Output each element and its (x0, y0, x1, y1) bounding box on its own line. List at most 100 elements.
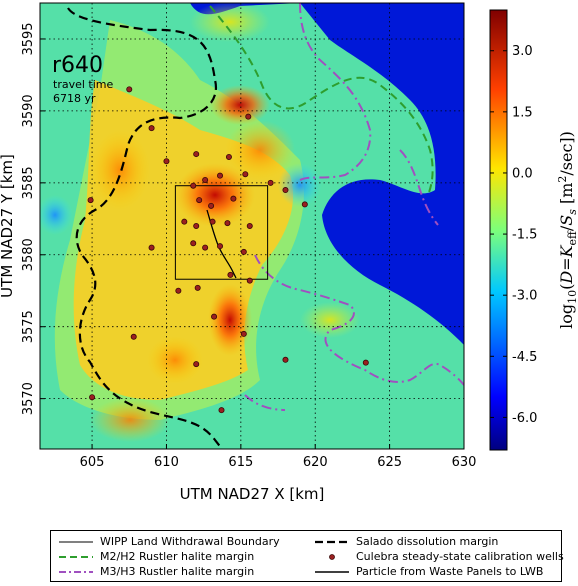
colorbar-tick-label: -6.0 (512, 411, 537, 426)
y-axis-label: UTM NAD27 Y [km] (0, 154, 16, 298)
calibration-well-point (190, 240, 197, 247)
x-axis-label: UTM NAD27 X [km] (180, 485, 325, 503)
hotspot-southwest-edge (90, 398, 170, 442)
calibration-well-point (246, 222, 253, 229)
calibration-well-point (202, 244, 209, 251)
calibration-well-point (217, 243, 224, 250)
wipp-land-withdrawal-boundary (174, 185, 269, 280)
x-tick-label: 615 (228, 455, 253, 470)
hotspot-west (90, 130, 150, 210)
legend-item-m2: M2/H2 Rustler halite margin (59, 550, 254, 563)
calibration-well-point (163, 158, 170, 165)
hotspot-center (175, 163, 255, 227)
calibration-well-point (282, 187, 289, 194)
calibration-well-point (227, 271, 234, 278)
low-spot-east (278, 163, 322, 207)
calibration-well-point (193, 222, 200, 229)
legend-item-m3: M3/H3 Rustler halite margin (59, 565, 254, 578)
calibration-well-point (267, 179, 274, 186)
colorbar-label: log10(D=Keff/Ss [m2/sec]) (556, 131, 578, 329)
panel-label: r640 (52, 53, 103, 78)
colorbar-tick-label: -4.5 (512, 350, 537, 365)
calibration-wells (87, 86, 369, 414)
legend-item-wipp: WIPP Land Withdrawal Boundary (59, 535, 280, 548)
low-spot-west (40, 195, 73, 235)
y-tick-label: 3585 (21, 166, 36, 199)
calibration-well-point (190, 182, 197, 189)
calibration-well-point (225, 153, 232, 160)
y-tick-label: 3575 (21, 310, 36, 343)
calibration-well-point (148, 244, 155, 251)
legend-line-purple-dashdot-icon (59, 570, 93, 573)
calibration-well-point (208, 202, 215, 209)
legend-line-solid-icon (315, 570, 349, 573)
calibration-well-point (224, 220, 231, 227)
calibration-well-point (211, 313, 218, 320)
calibration-well-point (130, 333, 137, 340)
x-tick-label: 605 (80, 455, 105, 470)
legend-label-particle: Particle from Waste Panels to LWB (356, 565, 544, 578)
legend-label-m2: M2/H2 Rustler halite margin (100, 550, 255, 563)
axes-frame (39, 2, 465, 450)
legend-label-m3: M3/H3 Rustler halite margin (100, 565, 255, 578)
colorbar-ticks: -6.0 -4.5 -3.0 -1.5 0.0 1.5 3.0 (490, 44, 537, 426)
x-axis-ticks: 605 610 615 620 625 630 (80, 444, 477, 470)
x-tick-label: 620 (303, 455, 328, 470)
salado-dissolution-margin (67, 7, 223, 449)
gridlines (40, 3, 464, 449)
calibration-well-point (89, 394, 96, 401)
calibration-well-point (126, 86, 133, 93)
patch-north (190, 3, 270, 42)
travel-time-label: travel time (53, 78, 113, 91)
legend-dot-icon (329, 553, 335, 560)
colorbar-tick-label: -3.0 (512, 289, 537, 304)
calibration-well-point (218, 407, 225, 414)
hotspot-southwest (147, 336, 203, 384)
calibration-well-point (240, 330, 247, 337)
x-tick-label: 610 (154, 455, 179, 470)
hotspot-south (208, 284, 252, 356)
legend-line-green-dashed-icon (59, 555, 93, 558)
legend-label-salado: Salado dissolution margin (356, 535, 499, 548)
calibration-well-point (196, 197, 203, 204)
legend-item-salado: Salado dissolution margin (315, 535, 498, 548)
calibration-well-point (282, 356, 289, 363)
calibration-well-point (193, 151, 200, 158)
legend-item-wells: Culebra steady-state calibration wells (315, 550, 564, 563)
m3-rustler-halite-margin (244, 3, 464, 411)
y-axis-ticks: 3570 3575 3580 3585 3590 3595 (21, 22, 45, 415)
calibration-well-point (246, 277, 253, 284)
patch-east (300, 302, 360, 338)
calibration-well-point (301, 201, 308, 208)
calibration-well-point (240, 248, 247, 255)
x-tick-label: 630 (452, 455, 477, 470)
colorbar-tick-label: 1.5 (512, 105, 533, 120)
legend: WIPP Land Withdrawal Boundary Salado dis… (50, 530, 564, 582)
calibration-well-point (175, 287, 182, 294)
legend-line-dashed-icon (315, 540, 349, 543)
hotspot-north (210, 85, 270, 125)
calibration-well-point (87, 197, 94, 204)
calibration-well-point (209, 218, 216, 225)
y-tick-label: 3570 (21, 382, 36, 415)
calibration-well-point (193, 361, 200, 368)
colorbar-tick-label: -1.5 (512, 228, 537, 243)
travel-time-value: 6718 yr (53, 92, 96, 105)
calibration-well-point (242, 171, 249, 178)
colorbar-tick-label: 3.0 (512, 44, 533, 59)
calibration-well-point (194, 284, 201, 291)
legend-label-wipp: WIPP Land Withdrawal Boundary (100, 535, 280, 548)
y-tick-label: 3580 (21, 238, 36, 271)
y-tick-label: 3595 (21, 22, 36, 55)
legend-label-wells: Culebra steady-state calibration wells (356, 550, 564, 563)
calibration-well-point (148, 125, 155, 132)
colorbar-tick-label: 0.0 (512, 166, 533, 181)
calibration-well-point (217, 172, 224, 179)
legend-line-thin-icon (59, 541, 93, 542)
hotspot-northeast (225, 120, 295, 180)
y-tick-label: 3590 (21, 94, 36, 127)
colorbar (489, 9, 508, 451)
calibration-well-point (245, 113, 252, 120)
calibration-well-point (181, 218, 188, 225)
